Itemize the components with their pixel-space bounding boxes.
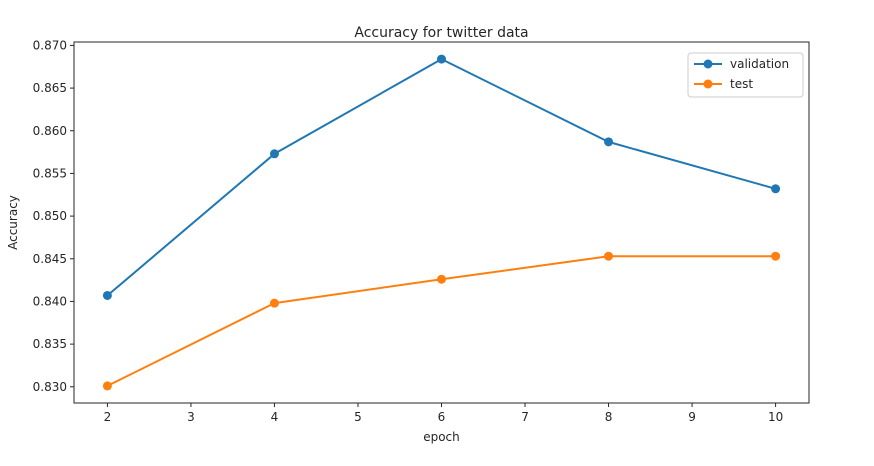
x-axis-label: epoch bbox=[423, 430, 460, 444]
y-tick-label: 0.860 bbox=[33, 124, 67, 138]
legend-marker-validation bbox=[703, 59, 713, 69]
y-tick-label: 0.840 bbox=[33, 294, 67, 308]
x-tick-label: 8 bbox=[605, 410, 613, 424]
y-tick-label: 0.870 bbox=[33, 38, 67, 52]
x-tick-label: 3 bbox=[187, 410, 195, 424]
y-tick-label: 0.830 bbox=[33, 380, 67, 394]
data-point-test bbox=[102, 381, 112, 391]
x-tick-label: 9 bbox=[688, 410, 696, 424]
legend-marker-test bbox=[703, 79, 713, 89]
y-tick-label: 0.865 bbox=[33, 81, 67, 95]
chart-title: Accuracy for twitter data bbox=[354, 25, 528, 41]
y-tick-label: 0.850 bbox=[33, 209, 67, 223]
data-point-test bbox=[269, 298, 279, 308]
data-point-test bbox=[771, 251, 781, 261]
data-point-validation bbox=[437, 54, 446, 64]
x-tick-label: 4 bbox=[271, 410, 279, 424]
x-tick-label: 5 bbox=[354, 410, 362, 424]
legend: validation test bbox=[687, 52, 804, 98]
y-tick-label: 0.835 bbox=[33, 337, 67, 351]
y-tick-label: 0.855 bbox=[33, 166, 67, 180]
data-point-validation bbox=[269, 149, 279, 159]
series-line-validation bbox=[106, 58, 776, 297]
legend-label-validation: validation bbox=[730, 57, 789, 71]
x-tick-label: 10 bbox=[768, 410, 783, 424]
data-point-test bbox=[604, 251, 614, 261]
x-tick-label: 2 bbox=[104, 410, 112, 424]
x-tick-label: 6 bbox=[438, 410, 446, 424]
y-tick-label: 0.845 bbox=[33, 252, 67, 266]
y-axis-label: Accuracy bbox=[6, 195, 20, 250]
series-layer bbox=[102, 54, 781, 391]
legend-label-test: test bbox=[730, 77, 753, 91]
data-point-test bbox=[437, 274, 446, 284]
x-tick-label: 7 bbox=[521, 410, 529, 424]
data-point-validation bbox=[102, 290, 112, 300]
x-axis: 2 3 4 5 6 7 8 9 10 bbox=[104, 403, 783, 424]
data-point-validation bbox=[604, 137, 614, 147]
y-axis: 0.830 0.835 0.840 0.845 0.850 0.855 0.860 0.865… bbox=[33, 38, 74, 394]
data-point-validation bbox=[771, 184, 781, 194]
